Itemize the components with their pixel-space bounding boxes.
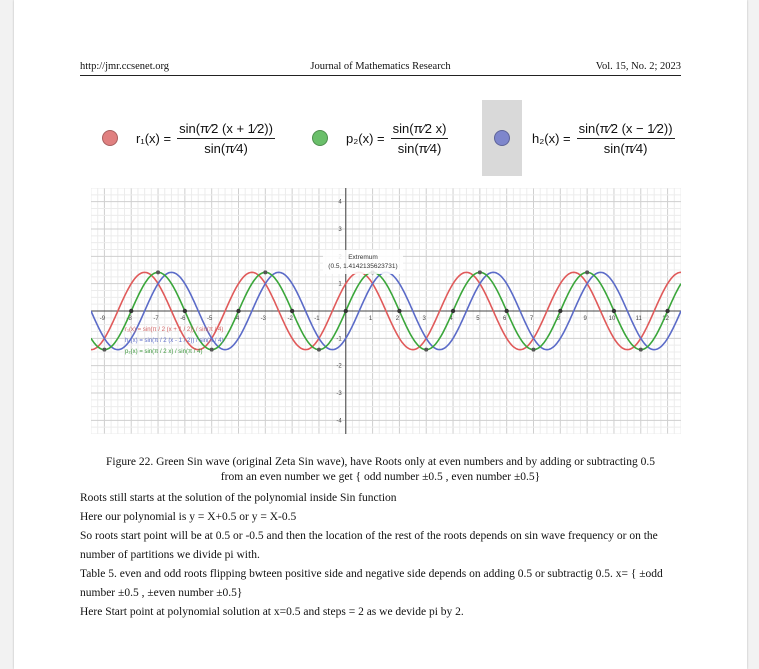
peak-point [585,270,590,275]
h2-color-dot[interactable] [494,130,510,146]
journal-page: http://jmr.ccsenet.org Journal of Mathem… [14,0,747,669]
r1-name: r₁(x) [136,130,160,146]
x-tick-label: -6 [180,316,186,322]
x-tick-label: -9 [100,316,106,322]
body-text: Roots still starts at the solution of th… [80,489,695,622]
root-point [665,308,670,314]
grid [91,188,681,434]
root-point [289,308,295,314]
p2-color-dot[interactable] [312,130,328,146]
x-tick-label: 4 [449,316,453,322]
annotation-value: (0.5, 1.4142135623731) [328,263,397,270]
extremum-annotation: Extremum (0.5, 1.4142135623731) [323,250,403,274]
h2-denominator: sin(π⁄4) [603,140,648,156]
x-tick-label: 7 [530,316,534,322]
x-tick-label: -5 [207,316,213,322]
figure-caption: Figure 22. Green Sin wave (original Zeta… [80,455,681,485]
trough-point [316,347,321,352]
formula-h2: h₂(x) = sin(π⁄2 (x − 1⁄2)) sin(π⁄4) [532,120,675,156]
y-tick-label: -2 [336,364,342,370]
function-labels: r₁(x) = sin(π / 2 (x + 1 / 2)) / sin(π /… [125,327,223,355]
x-tick-label: -4 [234,316,240,322]
root-point [397,308,402,314]
root-point [236,308,241,314]
p2-denominator: sin(π⁄4) [397,140,442,156]
r1-denominator: sin(π⁄4) [204,140,248,156]
h2-dot-cell [482,100,522,176]
y-tick-label: 4 [338,200,342,206]
x-tick-label: -3 [261,316,267,322]
annotation-title: Extremum [348,254,378,261]
peak-point [477,270,482,275]
h2-numerator: sin(π⁄2 (x − 1⁄2)) [576,121,675,139]
y-tick-label: 3 [338,227,342,233]
trough-point [531,347,536,352]
paragraph: Roots still starts at the solution of th… [80,492,397,504]
paragraph: Here our polynomial is y = X+0.5 or y = … [80,511,297,523]
trough-point [209,347,214,352]
root-points [102,270,670,352]
label-p2: p₂(x) = sin(π / 2 x) / sin(π / 4) [125,349,202,355]
annotation-box [323,250,403,274]
label-r1: r₁(x) = sin(π / 2 (x + 1 / 2)) / sin(π /… [125,327,223,333]
root-point [129,308,134,314]
paragraph: Here Start point at polynomial solution … [80,606,464,618]
paragraph: Table 5. even and odd roots flipping bwt… [80,568,663,599]
root-point [182,308,188,314]
y-tick-label: -3 [336,391,342,397]
x-tick-label: 11 [636,316,643,322]
caption-line-1: Figure 22. Green Sin wave (original Zeta… [106,456,655,468]
journal-title: Journal of Mathematics Research [310,61,451,72]
y-tick-label: -1 [336,336,342,342]
x-tick-label: 10 [609,316,616,322]
x-tick-label: 1 [369,316,373,322]
x-tick-label: 5 [476,316,480,322]
x-tick-label: -2 [287,316,293,322]
r1-color-dot[interactable] [102,130,118,146]
series-line-2 [91,271,681,351]
series-line-0 [91,271,681,351]
sine-wave-graph[interactable]: -9 -8 -7 -6 -5 -4 -3 -2 -1 1 2 3 4 5 6 7 8 9 10 11 12-4-3-2-… [91,188,681,434]
y-tick-label: -4 [336,418,342,424]
root-point [450,308,456,314]
peak-point [263,270,268,275]
label-h2: h₂(x) = sin(π / 2 (x - 1 / 2)) / sin(π /… [125,338,223,344]
x-tick-label: 3 [423,316,427,322]
root-point [343,308,348,314]
peak-point [156,270,161,275]
x-tick-label: -8 [127,316,133,322]
root-point [611,308,617,314]
axes: -9 -8 -7 -6 -5 -4 -3 -2 -1 1 2 3 4 5 6 7 8 9 10 11 12-4-3-2-… [91,188,681,434]
y-tick-label: 1 [338,282,342,288]
journal-url[interactable]: http://jmr.ccsenet.org [80,61,170,72]
root-point [558,308,563,314]
x-tick-label: -1 [314,316,320,322]
h2-name: h₂(x) [532,130,560,146]
r1-numerator: sin(π⁄2 (x + 1⁄2)) [177,121,275,139]
trough-point [424,347,429,352]
p2-numerator: sin(π⁄2 x) [390,121,449,139]
x-tick-label: 12 [662,316,669,322]
x-tick-label: -7 [153,316,159,322]
x-tick-label: 9 [583,316,587,322]
formula-r1: r₁(x) = sin(π⁄2 (x + 1⁄2)) sin(π⁄4) [102,100,302,176]
header-rule [80,75,681,76]
trough-point [102,347,107,352]
volume-info: Vol. 15, No. 2; 2023 [595,61,681,72]
trough-point [638,347,643,352]
paragraph: So roots start point will be at 0.5 or -… [80,530,658,561]
x-tick-label: 6 [503,316,507,322]
formula-p2: p₂(x) = sin(π⁄2 x) sin(π⁄4) [312,100,472,176]
p2-name: p₂(x) [346,130,374,146]
caption-line-2: from an even number we get { odd number … [220,471,541,483]
root-point [504,308,509,314]
x-tick-label: 8 [557,316,561,322]
x-tick-label: 2 [396,316,400,322]
formula-legend: r₁(x) = sin(π⁄2 (x + 1⁄2)) sin(π⁄4) p₂(x… [102,100,706,176]
